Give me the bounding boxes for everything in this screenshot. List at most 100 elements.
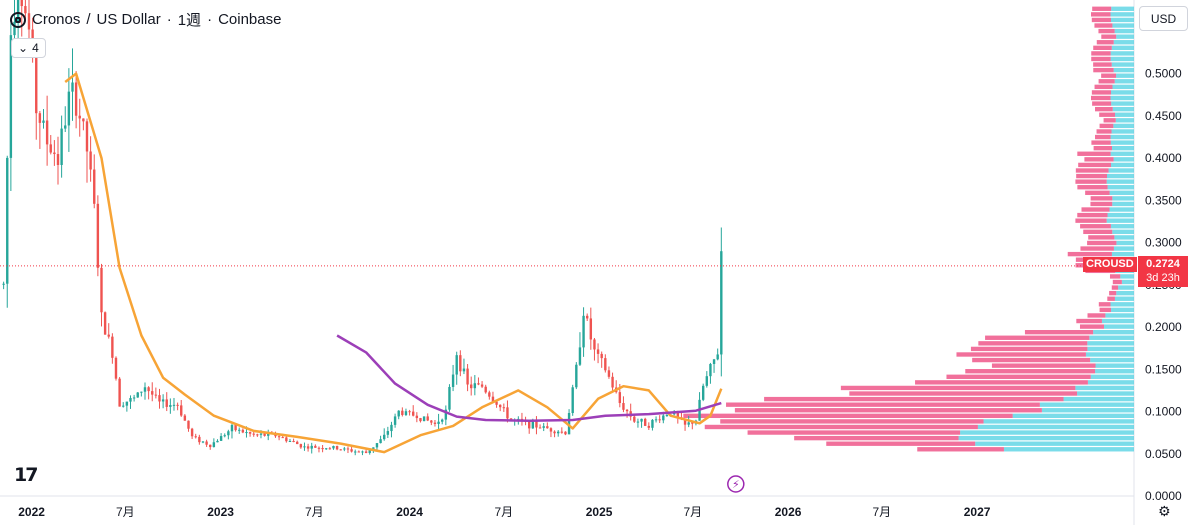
candle-body: [709, 363, 712, 377]
volume-profile-bar-down: [946, 374, 1091, 379]
candle-body: [111, 336, 114, 358]
volume-profile-bar-down: [1099, 123, 1114, 129]
volume-profile-bar-up: [1087, 341, 1134, 346]
volume-profile-bar-up: [1109, 190, 1134, 195]
x-tick-label: 2027: [964, 505, 991, 519]
volume-profile-bar-down: [1103, 118, 1116, 123]
x-tick-label: 2022: [18, 505, 45, 519]
volume-profile-bar-up: [1111, 307, 1134, 313]
candle-body: [118, 378, 121, 407]
volume-profile-bar-down: [1083, 229, 1113, 235]
volume-profile-bar-down: [1099, 307, 1112, 313]
volume-profile-bar-up: [1110, 140, 1134, 145]
candle-body: [354, 451, 357, 453]
volume-profile-bar-up: [1095, 363, 1134, 368]
volume-profile-bar-down: [1091, 90, 1112, 95]
candle-body: [412, 411, 415, 416]
candle-body: [165, 399, 168, 407]
candle-body: [368, 450, 371, 454]
candle-body: [259, 433, 263, 435]
candle-body: [506, 407, 509, 419]
volume-profile-bar-up: [1103, 324, 1134, 329]
volume-profile-bar-down: [1093, 67, 1114, 73]
candle-body: [604, 358, 607, 371]
volume-profile-bar-down: [1075, 218, 1107, 223]
y-tick-label: 0.3500: [1145, 193, 1182, 207]
candle-body: [448, 386, 451, 410]
currency-selector[interactable]: USD: [1139, 6, 1188, 31]
tradingview-logo-icon[interactable]: 17: [14, 464, 38, 486]
candle-body: [546, 426, 549, 429]
x-tick-label: 7月: [305, 505, 324, 519]
candle-body: [582, 315, 585, 348]
exchange-name: Coinbase: [218, 11, 282, 28]
candle-body: [205, 441, 208, 445]
interval-label[interactable]: 1週: [177, 12, 202, 29]
candle-body: [491, 396, 495, 402]
candle-body: [553, 431, 556, 434]
candle-body: [317, 447, 321, 449]
candle-body: [346, 448, 350, 450]
candle-body: [528, 421, 531, 429]
symbol-name[interactable]: Cronos: [32, 11, 81, 28]
settings-gear-icon[interactable]: ⚙: [1158, 503, 1171, 519]
volume-profile-bar-up: [1113, 157, 1134, 162]
candle-body: [451, 374, 455, 387]
volume-profile-bar-up: [1110, 224, 1134, 229]
header-dot: ·: [166, 11, 172, 28]
volume-profile-bar-up: [1110, 151, 1134, 156]
volume-profile-bar-up: [1112, 201, 1134, 207]
candle-body: [611, 376, 614, 388]
volume-profile-bar-up: [1111, 101, 1134, 106]
candle-body: [234, 425, 237, 431]
candle-body: [636, 421, 640, 423]
y-tick-label: 0.1000: [1145, 405, 1182, 419]
volume-profile-bar-down: [917, 447, 1004, 452]
volume-profile-bar-down: [915, 380, 1088, 385]
volume-profile-bar-down: [1091, 17, 1111, 23]
candle-body: [589, 318, 593, 340]
volume-profile-bar-down: [1024, 330, 1094, 335]
candle-body: [665, 415, 669, 417]
volume-profile-bar-down: [794, 435, 959, 441]
candle-body: [647, 425, 651, 428]
candle-body: [408, 411, 411, 413]
volume-profile-bar-up: [1110, 12, 1134, 17]
candle-body: [538, 427, 542, 429]
indicators-toggle-button[interactable]: ⌄ 4: [11, 38, 46, 58]
candle-body: [459, 355, 462, 372]
candle-body: [216, 440, 219, 443]
candle-body: [132, 397, 136, 399]
volume-profile-bar-up: [1110, 17, 1134, 23]
volume-profile-bar-up: [1112, 229, 1134, 235]
volume-profile-bar-up: [1110, 134, 1134, 140]
volume-profile-bar-down: [1095, 106, 1113, 112]
candle-body: [567, 413, 571, 435]
volume-profile-bar-up: [958, 435, 1134, 441]
candle-body: [71, 82, 74, 92]
volume-profile-bar-up: [1041, 408, 1134, 413]
candle-body: [477, 383, 480, 385]
candle-body: [285, 437, 288, 442]
volume-profile-bar-down: [1095, 134, 1111, 140]
volume-profile-bar-down: [1090, 196, 1113, 201]
candle-body: [676, 412, 680, 418]
volume-profile-bar-down: [849, 391, 1078, 396]
candle-body: [364, 451, 368, 454]
candle-body: [151, 391, 154, 395]
candle-body: [455, 355, 458, 375]
volume-profile-bar-up: [1118, 285, 1134, 290]
candle-body: [53, 152, 56, 155]
candle-body: [147, 387, 150, 392]
candle-body: [375, 443, 379, 448]
volume-profile-bar-down: [991, 363, 1096, 368]
candle-body: [571, 387, 574, 414]
candle-body: [299, 444, 303, 448]
candle-body: [433, 422, 437, 424]
candle-body: [245, 432, 248, 434]
last-price-label: 0.2724 3d 23h: [1138, 256, 1188, 287]
volume-profile-bar-down: [1091, 56, 1111, 62]
volume-profile-bar-down: [1090, 95, 1111, 101]
volume-profile-bar-up: [1093, 330, 1134, 335]
